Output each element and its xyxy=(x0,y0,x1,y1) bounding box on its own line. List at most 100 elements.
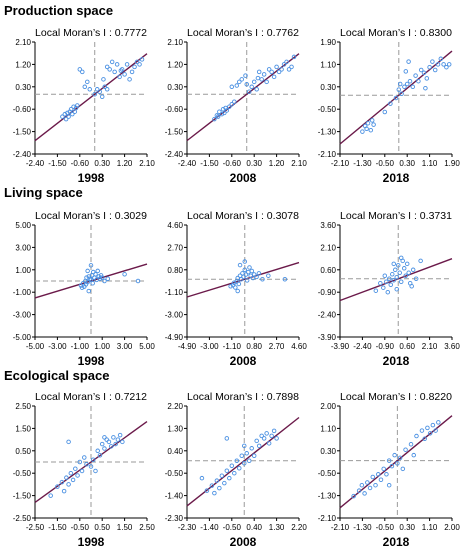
data-point xyxy=(249,268,255,274)
x-tick-label: -1.50 xyxy=(48,159,67,168)
year-label: 2018 xyxy=(383,354,410,368)
data-point xyxy=(236,281,242,287)
data-point xyxy=(99,441,105,447)
data-point xyxy=(232,470,237,476)
data-point xyxy=(92,92,97,97)
data-point xyxy=(409,283,414,289)
data-point xyxy=(430,422,436,428)
x-tick-label: -0.60 xyxy=(71,159,90,168)
data-point xyxy=(413,73,418,78)
data-point xyxy=(368,127,374,133)
data-point xyxy=(95,268,100,274)
data-point xyxy=(387,276,392,282)
data-point xyxy=(404,81,410,87)
panel-title: Local Moran’s I : 0.3029 xyxy=(35,210,147,222)
data-point xyxy=(382,109,388,115)
x-tick-label: -0.50 xyxy=(376,159,395,168)
data-point xyxy=(104,437,109,442)
data-point xyxy=(230,282,236,288)
y-tick-label: -1.10 xyxy=(165,288,184,297)
data-point xyxy=(403,447,408,452)
regression-line xyxy=(34,263,148,299)
x-tick-label: -0.50 xyxy=(376,523,395,532)
data-point xyxy=(80,69,85,75)
data-point xyxy=(222,110,227,116)
data-point xyxy=(239,453,245,459)
x-tick-label: 1.00 xyxy=(94,342,110,351)
data-point xyxy=(251,272,257,277)
y-tick-label: -0.60 xyxy=(13,105,32,114)
data-point xyxy=(107,67,112,72)
x-tick-label: -4.90 xyxy=(178,342,197,351)
data-point xyxy=(77,459,83,465)
scatter-panel: Local Moran’s I : 0.8300-2.10 -1.30 -0.50 0… xyxy=(318,27,461,185)
data-point xyxy=(438,56,444,62)
data-point xyxy=(254,274,259,280)
y-tick-label: 0.60 xyxy=(320,266,336,275)
data-point xyxy=(70,477,76,483)
data-point xyxy=(373,288,379,293)
y-tick-label: 3.60 xyxy=(320,221,336,230)
data-point xyxy=(229,101,235,107)
data-point xyxy=(124,62,130,67)
data-point xyxy=(365,480,370,485)
data-point xyxy=(386,458,392,463)
x-tick-label: -1.50 xyxy=(200,159,219,168)
data-point xyxy=(413,276,419,282)
y-tick-label: 2.10 xyxy=(15,38,31,47)
data-point xyxy=(425,425,430,431)
data-point xyxy=(228,284,233,289)
x-tick-label: 2.00 xyxy=(444,523,460,532)
data-point xyxy=(244,82,249,87)
data-point xyxy=(394,286,399,292)
data-point xyxy=(261,436,267,441)
data-point xyxy=(356,488,362,493)
data-point xyxy=(113,441,118,447)
data-point xyxy=(271,428,277,434)
x-tick-label: -2.10 xyxy=(331,159,350,168)
data-point xyxy=(77,67,83,72)
x-tick-label: -2.30 xyxy=(178,523,197,532)
data-point xyxy=(84,461,89,467)
data-point xyxy=(87,276,93,282)
data-point xyxy=(122,272,127,277)
data-point xyxy=(117,74,122,80)
data-point xyxy=(385,289,391,295)
x-tick-label: -5.00 xyxy=(26,342,45,351)
y-tick-label: 3.00 xyxy=(15,243,31,252)
data-point xyxy=(101,77,106,82)
data-point xyxy=(418,258,423,264)
y-tick-label: -0.60 xyxy=(165,105,184,114)
data-point xyxy=(422,436,427,442)
data-point xyxy=(68,470,74,476)
data-point xyxy=(102,435,107,440)
data-point xyxy=(88,263,94,268)
data-point xyxy=(75,473,80,478)
data-point xyxy=(99,275,105,280)
data-point xyxy=(109,59,115,65)
regression-line xyxy=(339,258,453,302)
data-point xyxy=(242,267,248,273)
regression-line xyxy=(34,421,148,503)
x-tick-label: 5.00 xyxy=(139,342,155,351)
data-point xyxy=(219,473,225,478)
x-tick-label: -3.00 xyxy=(48,342,67,351)
data-point xyxy=(375,472,381,477)
data-point xyxy=(66,439,71,445)
x-tick-label: 0.30 xyxy=(399,523,415,532)
y-tick-label: -2.30 xyxy=(165,514,184,523)
data-point xyxy=(224,108,230,113)
data-point xyxy=(48,493,53,498)
data-point xyxy=(249,446,254,451)
x-tick-label: 2.20 xyxy=(291,523,307,532)
data-point xyxy=(282,276,288,282)
x-tick-label: -2.40 xyxy=(26,159,45,168)
data-point xyxy=(401,266,407,271)
data-point xyxy=(217,109,222,114)
x-tick-label: 2.10 xyxy=(139,159,155,168)
x-tick-label: -0.50 xyxy=(71,523,90,532)
y-tick-label: -2.10 xyxy=(318,150,337,159)
data-point xyxy=(114,62,120,67)
data-point xyxy=(60,114,65,119)
x-tick-label: 1.10 xyxy=(422,159,438,168)
